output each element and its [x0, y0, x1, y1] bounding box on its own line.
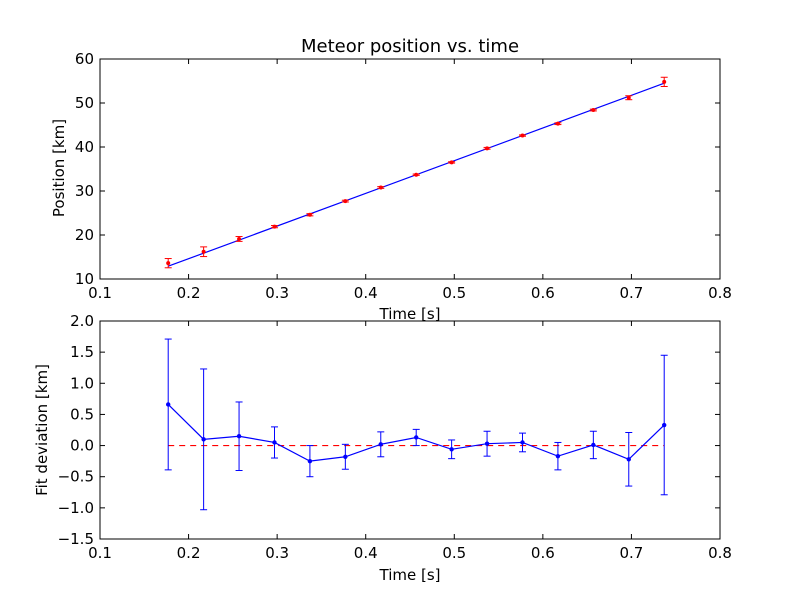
- bottom-x-tick-label: 0.5: [442, 544, 466, 562]
- bottom-x-tick-label: 0.4: [354, 544, 378, 562]
- position-point: [201, 249, 206, 254]
- deviation-point: [307, 458, 313, 464]
- top-x-tick-label: 0.6: [531, 284, 555, 302]
- bottom-y-axis-label: Fit deviation [km]: [33, 364, 51, 496]
- top-y-tick-label: 50: [75, 94, 94, 112]
- bottom-x-axis-label: Time [s]: [379, 566, 441, 584]
- deviation-chart: 0.1 0.2 0.3 0.4 0.5 0.6 0.7 0.8 −1.5 −1.0 −0.5 0.0 0…: [33, 312, 732, 584]
- position-point: [485, 146, 490, 151]
- bottom-y-tick-label: 0.0: [70, 437, 94, 455]
- deviation-point: [201, 437, 206, 442]
- deviation-point: [343, 454, 348, 459]
- chart-title: Meteor position vs. time: [301, 36, 519, 57]
- position-point: [414, 172, 419, 177]
- top-x-tick-label: 0.8: [708, 284, 732, 302]
- position-point: [591, 108, 596, 113]
- position-chart: Meteor position vs. time 0.1 0.2 0.3 0.4 0.5…: [50, 36, 732, 323]
- deviation-point: [414, 435, 419, 440]
- position-point: [662, 79, 667, 84]
- bottom-x-tick-label: 0.7: [619, 544, 643, 562]
- position-point: [307, 212, 312, 217]
- top-y-tick-label: 40: [75, 138, 94, 156]
- bottom-axes-frame: [99, 320, 721, 540]
- position-point: [626, 95, 631, 100]
- deviation-point: [484, 441, 490, 446]
- top-x-tick-label: 0.1: [88, 284, 112, 302]
- top-x-tick-label: 0.2: [177, 284, 201, 302]
- bottom-y-tick-label: −1.0: [58, 499, 94, 517]
- top-y-tick-label: 10: [75, 270, 94, 288]
- top-x-tick-label: 0.3: [265, 284, 289, 302]
- deviation-point: [662, 422, 667, 428]
- deviation-point: [166, 402, 171, 407]
- top-x-axis-label: Time [s]: [379, 305, 441, 323]
- top-y-tick-label: 20: [75, 226, 94, 244]
- top-y-axis-label: Position [km]: [50, 119, 68, 217]
- bottom-x-tick-label: 0.6: [531, 544, 555, 562]
- bottom-y-tick-label: 2.0: [70, 312, 94, 330]
- deviation-point: [520, 440, 525, 445]
- bottom-x-tick-label: 0.2: [177, 544, 201, 562]
- deviation-point: [378, 442, 383, 447]
- position-point: [520, 133, 525, 138]
- bottom-x-tick-label: 0.8: [708, 544, 732, 562]
- position-point: [378, 185, 383, 190]
- top-x-tick-label: 0.5: [442, 284, 466, 302]
- position-plot-area: 0.1 0.2 0.3 0.4 0.5 0.6 0.7 0.8 10 20 30 40 50 60: [75, 50, 732, 302]
- top-axes-frame: [99, 58, 721, 280]
- deviation-point: [272, 440, 277, 445]
- bottom-y-tick-label: −1.5: [58, 530, 94, 548]
- top-y-tick-label: 30: [75, 182, 94, 200]
- deviation-point: [449, 447, 454, 452]
- position-point: [272, 224, 277, 229]
- bottom-x-tick-label: 0.1: [88, 544, 112, 562]
- deviation-point: [236, 434, 242, 439]
- position-point: [166, 261, 171, 266]
- bottom-y-tick-label: 0.5: [70, 405, 94, 423]
- top-x-tick-label: 0.7: [619, 284, 643, 302]
- bottom-y-tick-label: −0.5: [58, 468, 94, 486]
- top-x-tick-label: 0.4: [354, 284, 378, 302]
- deviation-point: [555, 453, 561, 459]
- bottom-y-tick-label: 1.5: [70, 343, 94, 361]
- top-y-tick-label: 60: [75, 50, 94, 68]
- bottom-x-tick-label: 0.3: [265, 544, 289, 562]
- position-point: [449, 160, 454, 165]
- position-point: [237, 236, 242, 241]
- deviation-point: [591, 442, 596, 448]
- position-point: [343, 199, 348, 204]
- bottom-y-tick-label: 1.0: [70, 374, 94, 392]
- position-point: [555, 121, 560, 126]
- deviation-point: [626, 457, 631, 462]
- deviation-plot-area: 0.1 0.2 0.3 0.4 0.5 0.6 0.7 0.8 −1.5 −1.0 −0.5 0.0 0…: [58, 312, 732, 562]
